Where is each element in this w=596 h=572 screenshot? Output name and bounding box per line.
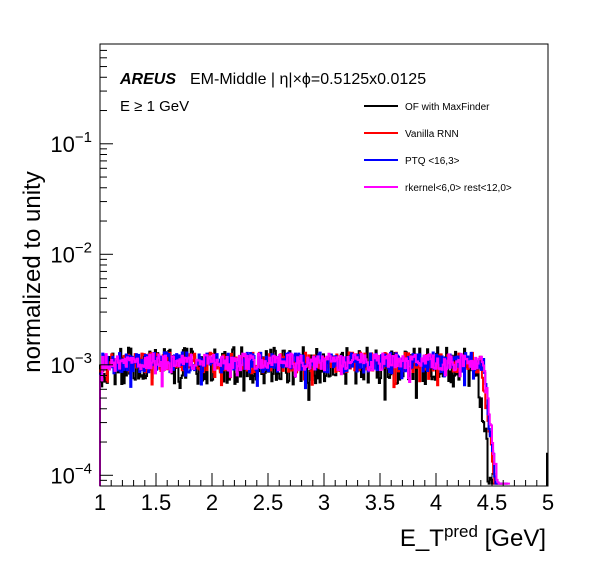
x-tick-label: 3 [318, 490, 330, 515]
y-tick-label: 10−3 [50, 350, 92, 378]
legend-label: PTQ <16,3> [405, 156, 460, 167]
x-tick-label: 2 [206, 490, 218, 515]
x-tick-label: 3.5 [365, 490, 396, 515]
x-axis-label: E_Tpred [GeV] [400, 522, 546, 552]
legend-label: OF with MaxFinder [405, 102, 490, 113]
series-layer [99, 346, 548, 486]
y-tick-label: 10−2 [50, 239, 92, 267]
y-tick-label: 10−4 [50, 460, 92, 488]
x-tick-label: 1 [94, 490, 106, 515]
x-tick-label: 2.5 [253, 490, 284, 515]
x-tick-label: 1.5 [141, 490, 172, 515]
legend-label: Vanilla RNN [405, 129, 459, 140]
x-axis-label-main: E_T [400, 525, 444, 552]
y-axis-label: normalized to unity [19, 171, 46, 372]
ticks-layer: 1 1.5 2 2.5 3 3.5 4 4.5 5 10−4 10−3 10−2 10−1 [50, 43, 554, 515]
annotation-region: EM-Middle | η|×ϕ=0.5125x0.0125 [190, 71, 426, 88]
x-tick-label: 4.5 [477, 490, 508, 515]
annotation-brand: AREUS [119, 71, 176, 88]
annotation-cut: E ≥ 1 GeV [120, 98, 189, 115]
series-line [99, 352, 510, 486]
x-axis-label-sup: pred [444, 522, 478, 541]
x-tick-label: 4 [430, 490, 442, 515]
x-tick-label: 5 [542, 490, 554, 515]
legend: OF with MaxFinder Vanilla RNN PTQ <16,3> rk… [360, 92, 546, 202]
x-axis-label-unit: [GeV] [478, 525, 546, 552]
legend-label: rkernel<6,0> rest<12,0> [405, 183, 512, 194]
y-tick-label: 10−1 [50, 129, 92, 157]
